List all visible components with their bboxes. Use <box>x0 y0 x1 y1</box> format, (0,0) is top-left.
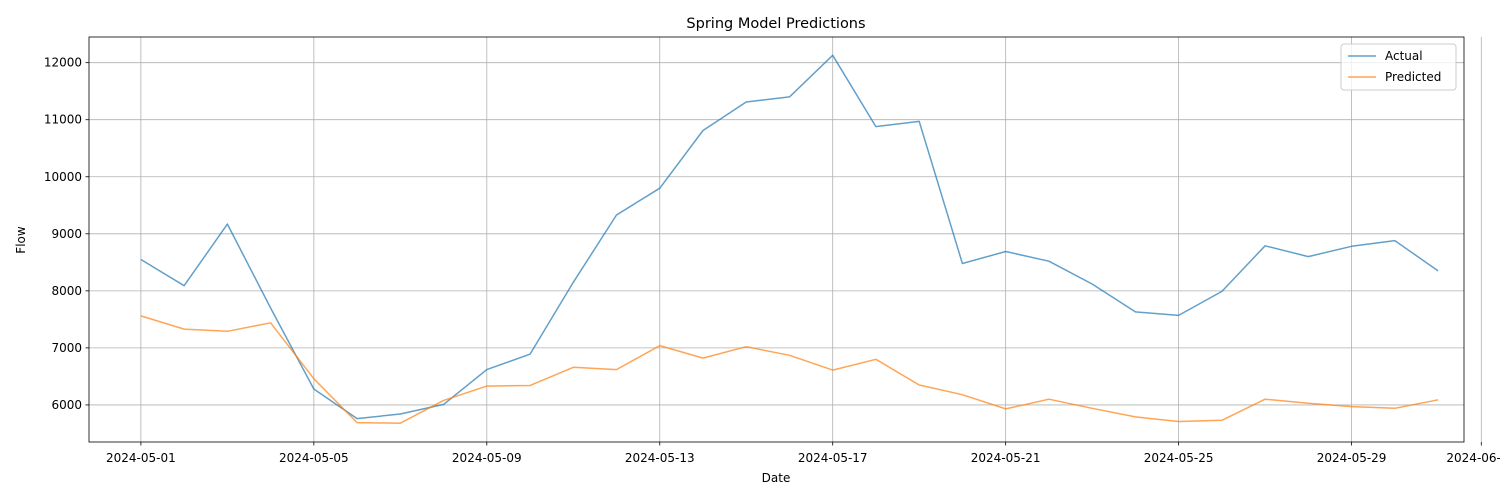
x-tick-label: 2024-05-09 <box>452 451 522 465</box>
legend: Actual Predicted <box>1340 43 1457 91</box>
y-tick-label: 6000 <box>51 398 82 412</box>
grid-lines <box>89 37 1482 442</box>
series-line-actual <box>140 54 1439 420</box>
x-tick-label: 2024-06-01 <box>1446 451 1500 465</box>
series-lines <box>140 54 1439 424</box>
x-tick-label: 2024-05-05 <box>279 451 349 465</box>
y-axis-label: Flow <box>14 226 28 254</box>
x-tick-label: 2024-05-13 <box>625 451 695 465</box>
y-tick-label: 10000 <box>44 170 82 184</box>
y-tick-label: 11000 <box>44 113 82 127</box>
x-tick-label: 2024-05-17 <box>798 451 868 465</box>
x-tick-label: 2024-05-21 <box>971 451 1041 465</box>
series-line-predicted <box>140 315 1439 424</box>
y-tick-label: 7000 <box>51 341 82 355</box>
plot-area-frame <box>88 36 1465 443</box>
axis-ticks: 2024-05-01 2024-05-05 2024-05-09 2024-05-13… <box>44 56 1500 465</box>
x-axis-label: Date <box>762 471 791 485</box>
y-tick-label: 8000 <box>51 284 82 298</box>
legend-label-predicted: Predicted <box>1385 70 1441 84</box>
x-tick-label: 2024-05-01 <box>106 451 176 465</box>
chart-title: Spring Model Predictions <box>686 16 865 32</box>
x-tick-label: 2024-05-25 <box>1144 451 1214 465</box>
x-tick-label: 2024-05-29 <box>1317 451 1387 465</box>
y-tick-label: 12000 <box>44 56 82 70</box>
y-tick-label: 9000 <box>51 227 82 241</box>
legend-label-actual: Actual <box>1385 49 1423 63</box>
